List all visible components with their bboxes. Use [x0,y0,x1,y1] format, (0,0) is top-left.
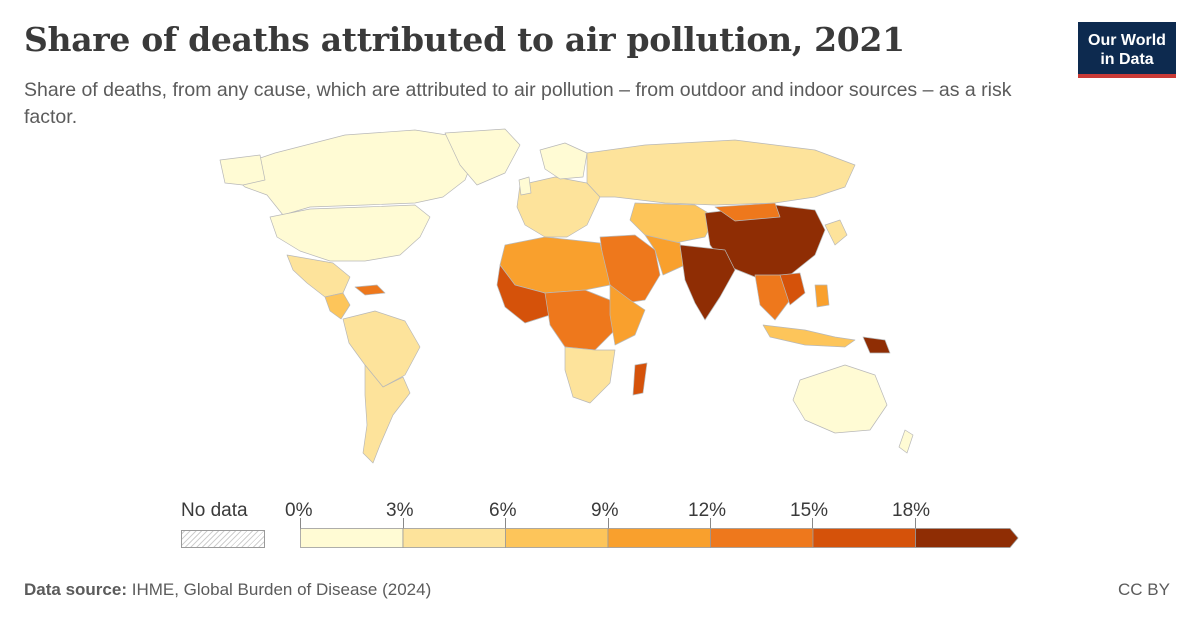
region-papua-new-guinea[interactable] [862,336,891,354]
license-link[interactable]: CC BY [1118,580,1170,599]
legend-tick-12: 12% [688,500,727,521]
legend-tick-mark [915,518,916,530]
legend-tick-mark [300,518,301,530]
region-iran[interactable] [644,234,686,276]
legend-bin-5 [710,528,814,548]
region-uk[interactable] [518,176,532,196]
legend-bin-1 [300,528,404,548]
owid-logo[interactable]: Our World in Data [1078,22,1176,78]
region-russia[interactable] [586,139,856,206]
region-caribbean[interactable] [354,284,386,296]
legend-bin-6 [812,528,916,548]
region-indonesia[interactable] [762,324,856,348]
region-usa[interactable] [269,204,431,262]
region-central-africa[interactable] [544,289,616,351]
legend-tick-3: 3% [386,500,414,521]
legend-bin-2 [402,528,506,548]
region-south-america-south[interactable] [362,364,411,464]
region-australia[interactable] [792,364,888,434]
region-new-zealand[interactable] [898,429,914,454]
region-greenland[interactable] [444,128,521,186]
legend-tick-mark [812,518,813,530]
region-southern-africa[interactable] [564,346,616,404]
legend-tick-15: 15% [790,500,829,521]
chart-title: Share of deaths attributed to air pollut… [24,20,905,59]
region-mongolia[interactable] [714,202,781,222]
data-source-label: Data source: [24,580,127,599]
legend-bin-7 [915,528,1019,548]
logo-line-1: Our World [1088,32,1166,49]
region-philippines[interactable] [814,284,830,308]
region-western-europe[interactable] [516,176,601,238]
legend-tick-9: 9% [591,500,619,521]
data-source: Data source: IHME, Global Burden of Dise… [24,580,431,600]
region-south-america-north[interactable] [342,310,421,388]
world-map[interactable] [215,125,915,495]
region-east-africa[interactable] [609,284,646,346]
region-central-america[interactable] [324,292,351,320]
legend-color-bins [300,528,1019,548]
region-korea-japan[interactable] [824,219,848,246]
region-madagascar[interactable] [632,362,648,396]
legend-tick-mark [710,518,711,530]
region-middle-east[interactable] [599,234,661,304]
region-indochina[interactable] [779,272,806,306]
legend-bin-3 [505,528,609,548]
no-data-swatch [181,530,265,548]
legend-tick-mark [403,518,404,530]
data-source-text[interactable]: IHME, Global Burden of Disease (2024) [131,580,432,599]
region-alaska[interactable] [219,154,266,186]
legend-tick-0: 0% [285,500,313,521]
region-canada[interactable] [224,129,476,216]
region-central-asia[interactable] [629,202,716,244]
legend-tick-6: 6% [489,500,517,521]
legend-tick-18: 18% [892,500,931,521]
color-legend: No data 0% 3% 6% 9% 12% 15% 18% [0,490,1200,560]
legend-tick-mark [608,518,609,530]
no-data-label: No data [181,500,248,521]
chart-subtitle: Share of deaths, from any cause, which a… [24,79,1012,128]
region-north-africa[interactable] [499,236,611,294]
logo-line-2: in Data [1100,51,1154,68]
region-west-africa[interactable] [496,264,551,324]
region-south-asia[interactable] [679,244,736,321]
legend-tick-mark [505,518,506,530]
legend-bin-4 [607,528,711,548]
region-scandinavia[interactable] [539,142,588,180]
